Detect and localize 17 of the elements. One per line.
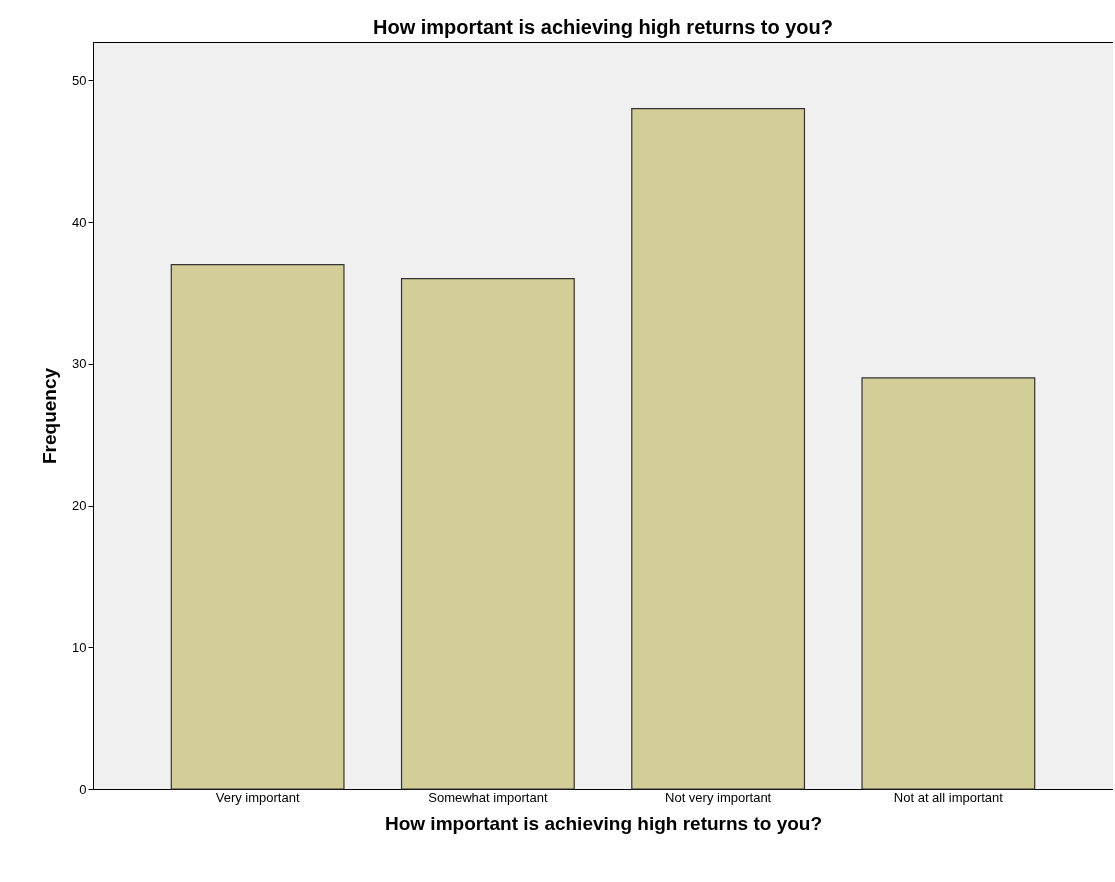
x-tick-label: Not at all important — [893, 789, 1004, 805]
y-tick-label: 30 — [72, 356, 87, 372]
x-tick-label: Somewhat important — [428, 789, 548, 805]
bar — [861, 377, 1036, 790]
bar — [170, 263, 345, 790]
y-axis-title: Frequency — [39, 367, 61, 465]
y-tick-label: 0 — [79, 781, 87, 797]
y-tick-label: 50 — [72, 72, 87, 88]
y-tick-label: 20 — [72, 498, 87, 514]
bar — [631, 108, 806, 790]
x-tick-label: Not very important — [665, 789, 772, 805]
x-tick-label: Very important — [215, 789, 300, 805]
y-tick-label: 10 — [72, 639, 87, 655]
y-tick-label: 40 — [72, 214, 87, 230]
chart-title: How important is achieving high returns to you? — [372, 16, 834, 38]
bar — [400, 278, 575, 790]
x-axis-title: How important is achieving high returns to you? — [384, 812, 823, 834]
